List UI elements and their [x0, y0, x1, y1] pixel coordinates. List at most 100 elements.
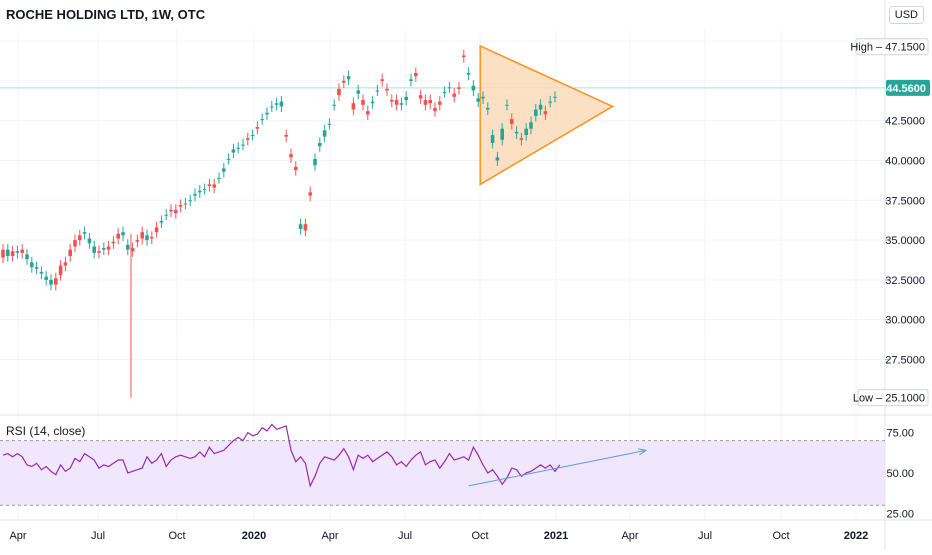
candle-body-75: [361, 100, 365, 105]
candle-body-47: [226, 158, 231, 160]
candle-body-92: [442, 92, 447, 94]
triangle-pattern: [479, 44, 615, 186]
high-label-box: [855, 38, 929, 56]
last-price-badge: [886, 79, 930, 96]
candle-body-85: [409, 79, 413, 81]
candle-body-76: [366, 111, 370, 115]
candle-body-72: [346, 76, 351, 80]
candle-body-38: [183, 203, 188, 205]
price-tick-label-1: 40.0000: [885, 156, 925, 168]
candle-body-77: [370, 101, 375, 104]
candle-body-4: [20, 249, 24, 253]
candle-body-107: [514, 131, 519, 134]
candle-body-30: [145, 235, 149, 241]
candle-body-90: [433, 107, 437, 112]
x-tick-label-3: 2020: [242, 530, 266, 542]
candle-body-74: [356, 90, 360, 94]
candle-body-69: [332, 104, 336, 106]
candle-body-60: [289, 154, 293, 158]
candle-body-3: [15, 251, 20, 253]
candle-body-88: [423, 100, 428, 105]
candle-body-91: [438, 101, 442, 105]
price-tick-label-3: 35.0000: [885, 235, 925, 247]
candle-body-12: [58, 265, 63, 276]
x-tick-label-9: Jul: [698, 530, 712, 542]
price-tick-label-0: 42.5000: [885, 116, 925, 128]
candle-body-9: [44, 276, 48, 280]
rsi-line: [2, 423, 561, 488]
candle-body-66: [318, 143, 322, 147]
candle-body-5: [25, 254, 29, 260]
candles-group: [1, 49, 557, 291]
candle-body-114: [548, 101, 552, 103]
candle-body-24: [116, 233, 120, 239]
x-tick-label-5: Jul: [398, 530, 412, 542]
currency-selector[interactable]: USD: [888, 6, 924, 24]
x-tick-label-6: Oct: [471, 530, 488, 542]
x-tick-label-10: Oct: [772, 530, 789, 542]
candle-body-98: [471, 85, 476, 91]
candle-body-61: [294, 166, 298, 171]
candle-body-53: [255, 127, 260, 129]
high-label: High – 47.1500: [850, 42, 925, 54]
candle-body-19: [92, 246, 96, 253]
candle-body-10: [49, 279, 53, 285]
candle-body-48: [231, 149, 236, 153]
candle-body-103: [495, 157, 500, 161]
candle-body-29: [140, 232, 144, 239]
candle-body-21: [102, 248, 106, 250]
rsi-tick-label-0: 75.00: [886, 428, 914, 440]
candle-body-27: [130, 248, 135, 252]
x-tick-label-1: Jul: [91, 530, 105, 542]
candle-body-56: [270, 106, 274, 108]
candle-body-55: [265, 112, 269, 115]
price-tick-label-5: 30.0000: [885, 315, 925, 327]
candle-body-100: [481, 96, 485, 99]
candle-body-36: [174, 209, 178, 214]
candle-body-89: [428, 100, 432, 104]
candle-body-84: [404, 96, 408, 101]
candle-body-39: [188, 200, 192, 202]
candle-body-101: [486, 107, 490, 110]
candle-body-78: [375, 90, 380, 92]
candle-body-93: [447, 87, 452, 89]
last-price-label: 44.5600: [886, 83, 926, 95]
candle-body-51: [246, 138, 250, 140]
candle-body-22: [106, 246, 111, 250]
candle-body-82: [394, 100, 399, 105]
candle-body-32: [154, 227, 159, 233]
x-tick-label-7: 2021: [544, 530, 568, 542]
candle-body-13: [63, 262, 68, 266]
candle-body-104: [500, 128, 504, 140]
candle-body-70: [337, 88, 341, 96]
candle-body-79: [380, 79, 384, 81]
candle-body-16: [78, 235, 82, 241]
candle-body-35: [169, 209, 173, 212]
candle-body-46: [222, 168, 226, 172]
candle-body-23: [111, 241, 116, 244]
rsi-title: RSI (14, close): [6, 424, 86, 438]
price-tick-label-2: 37.5000: [885, 195, 925, 207]
price-tick-label-4: 32.5000: [885, 275, 925, 287]
candle-body-112: [538, 104, 543, 110]
x-tick-label-2: Oct: [168, 530, 185, 542]
candle-body-68: [327, 123, 332, 125]
candle-body-96: [462, 55, 466, 58]
candle-body-50: [241, 144, 245, 146]
candle-body-67: [322, 130, 327, 137]
candle-body-102: [490, 135, 495, 144]
x-tick-label-8: Apr: [621, 530, 638, 542]
candle-body-109: [524, 128, 528, 136]
candle-body-81: [390, 100, 394, 102]
candle-body-7: [34, 267, 39, 269]
rsi-tick-label-1: 50.00: [886, 468, 914, 480]
candle-body-108: [519, 138, 524, 140]
candle-body-65: [313, 158, 317, 166]
candle-body-43: [207, 184, 212, 186]
candle-body-11: [54, 278, 58, 285]
candle-body-37: [178, 205, 183, 207]
candle-body-0: [1, 249, 5, 258]
candle-body-33: [159, 221, 164, 223]
candle-body-15: [73, 240, 77, 247]
